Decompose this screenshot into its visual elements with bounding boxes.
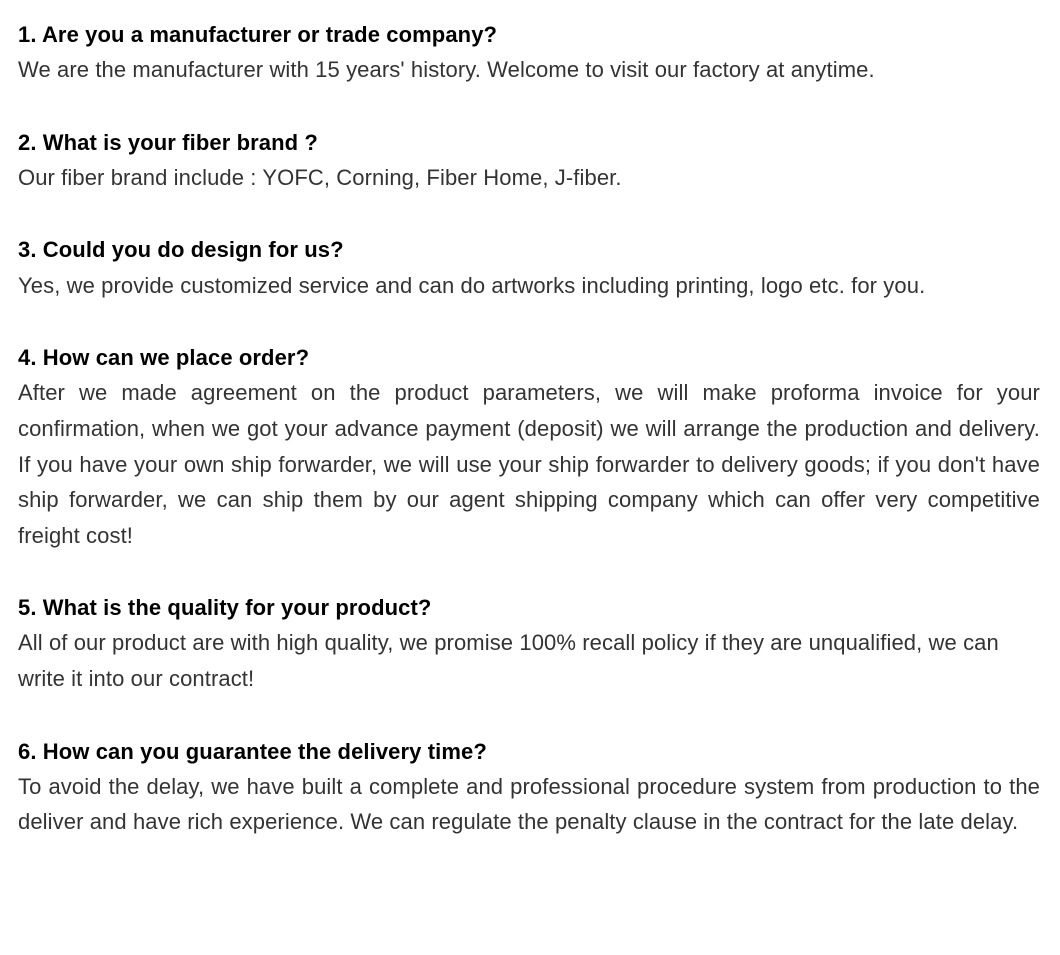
faq-answer: To avoid the delay, we have built a comp… — [18, 769, 1040, 840]
faq-item: 4. How can we place order? After we made… — [18, 341, 1040, 553]
faq-answer: Yes, we provide customized service and c… — [18, 268, 1040, 304]
faq-question: 2. What is your fiber brand ? — [18, 126, 1040, 160]
faq-item: 1. Are you a manufacturer or trade compa… — [18, 18, 1040, 88]
faq-question: 5. What is the quality for your product? — [18, 591, 1040, 625]
faq-question: 4. How can we place order? — [18, 341, 1040, 375]
faq-answer: After we made agreement on the product p… — [18, 375, 1040, 553]
faq-item: 5. What is the quality for your product?… — [18, 591, 1040, 696]
faq-answer: We are the manufacturer with 15 years' h… — [18, 52, 1040, 88]
faq-answer: Our fiber brand include : YOFC, Corning,… — [18, 160, 1040, 196]
faq-question: 3. Could you do design for us? — [18, 233, 1040, 267]
faq-answer: All of our product are with high quality… — [18, 625, 1040, 696]
faq-question: 6. How can you guarantee the delivery ti… — [18, 735, 1040, 769]
faq-item: 2. What is your fiber brand ? Our fiber … — [18, 126, 1040, 196]
faq-container: 1. Are you a manufacturer or trade compa… — [18, 18, 1040, 840]
faq-item: 6. How can you guarantee the delivery ti… — [18, 735, 1040, 840]
faq-question: 1. Are you a manufacturer or trade compa… — [18, 18, 1040, 52]
faq-item: 3. Could you do design for us? Yes, we p… — [18, 233, 1040, 303]
